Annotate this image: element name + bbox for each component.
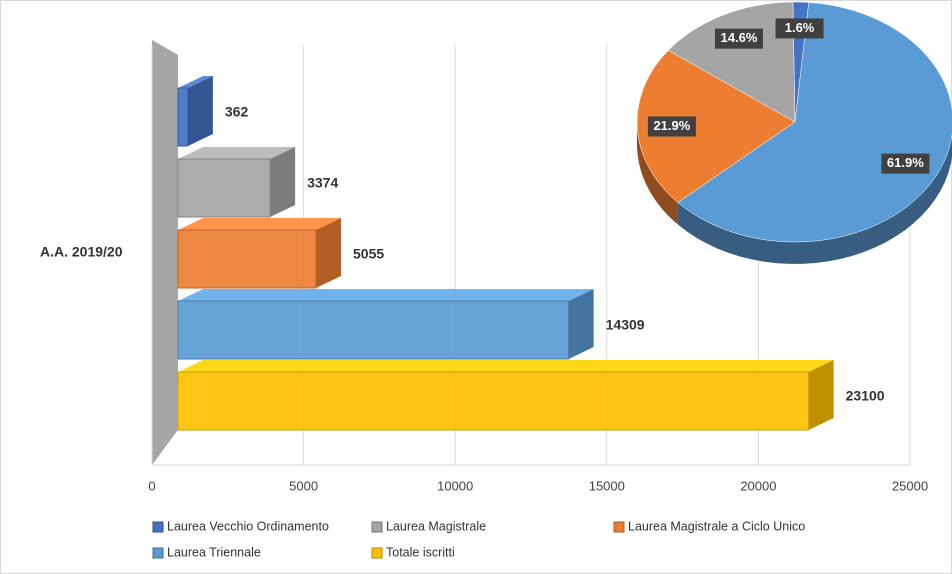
pie-slice: [667, 1, 796, 123]
pie-label: 14.6%: [721, 30, 758, 45]
label-box: [647, 116, 696, 137]
pie-slice: [677, 2, 952, 243]
data-label: 362: [225, 104, 249, 120]
bar: [177, 371, 810, 431]
bar: [177, 158, 271, 218]
label-box: [775, 18, 824, 39]
bar-top: [178, 289, 594, 301]
x-tick-label: 5000: [289, 478, 318, 493]
bar-side: [270, 147, 296, 217]
pie-side: [677, 134, 952, 264]
bar: [177, 300, 570, 360]
back-wall: [152, 40, 178, 465]
label-box: [714, 28, 763, 49]
pie-label: 61.9%: [887, 155, 924, 170]
bar-side: [187, 76, 213, 146]
pie-label: 21.9%: [653, 118, 690, 133]
legend-swatch: [371, 521, 383, 533]
legend-label: Laurea Triennale: [167, 545, 261, 559]
pie-side: [637, 122, 678, 225]
data-label: 14309: [606, 317, 645, 333]
legend-swatch: [613, 521, 625, 533]
label-box: [881, 153, 930, 174]
x-tick-label: 15000: [589, 478, 625, 493]
bar: [177, 87, 189, 147]
legend-swatch: [152, 547, 164, 559]
legend-swatch: [371, 547, 383, 559]
pie-label: 1.6%: [785, 20, 815, 35]
legend-label: Laurea Vecchio Ordinamento: [167, 519, 329, 533]
legend-swatch: [152, 521, 164, 533]
bar-top: [178, 218, 342, 230]
legend-label: Laurea Magistrale a Ciclo Unico: [628, 519, 805, 533]
pie-slice: [636, 50, 796, 203]
x-tick-label: 0: [148, 478, 155, 493]
bar-side: [316, 218, 342, 288]
x-tick-label: 25000: [892, 478, 928, 493]
bar: [177, 229, 317, 289]
data-label: 23100: [846, 388, 885, 404]
data-label: 3374: [307, 175, 338, 191]
bar-side: [808, 360, 834, 430]
legend-label: Laurea Magistrale: [386, 519, 486, 533]
x-tick-label: 20000: [740, 478, 776, 493]
bar-top: [178, 147, 296, 159]
category-label: A.A. 2019/20: [40, 244, 123, 260]
x-tick-label: 10000: [437, 478, 473, 493]
data-label: 5055: [353, 246, 384, 262]
bar-top: [178, 76, 213, 88]
bar-side: [568, 289, 594, 359]
legend-label: Totale iscritti: [386, 545, 455, 559]
bar-top: [178, 360, 834, 372]
